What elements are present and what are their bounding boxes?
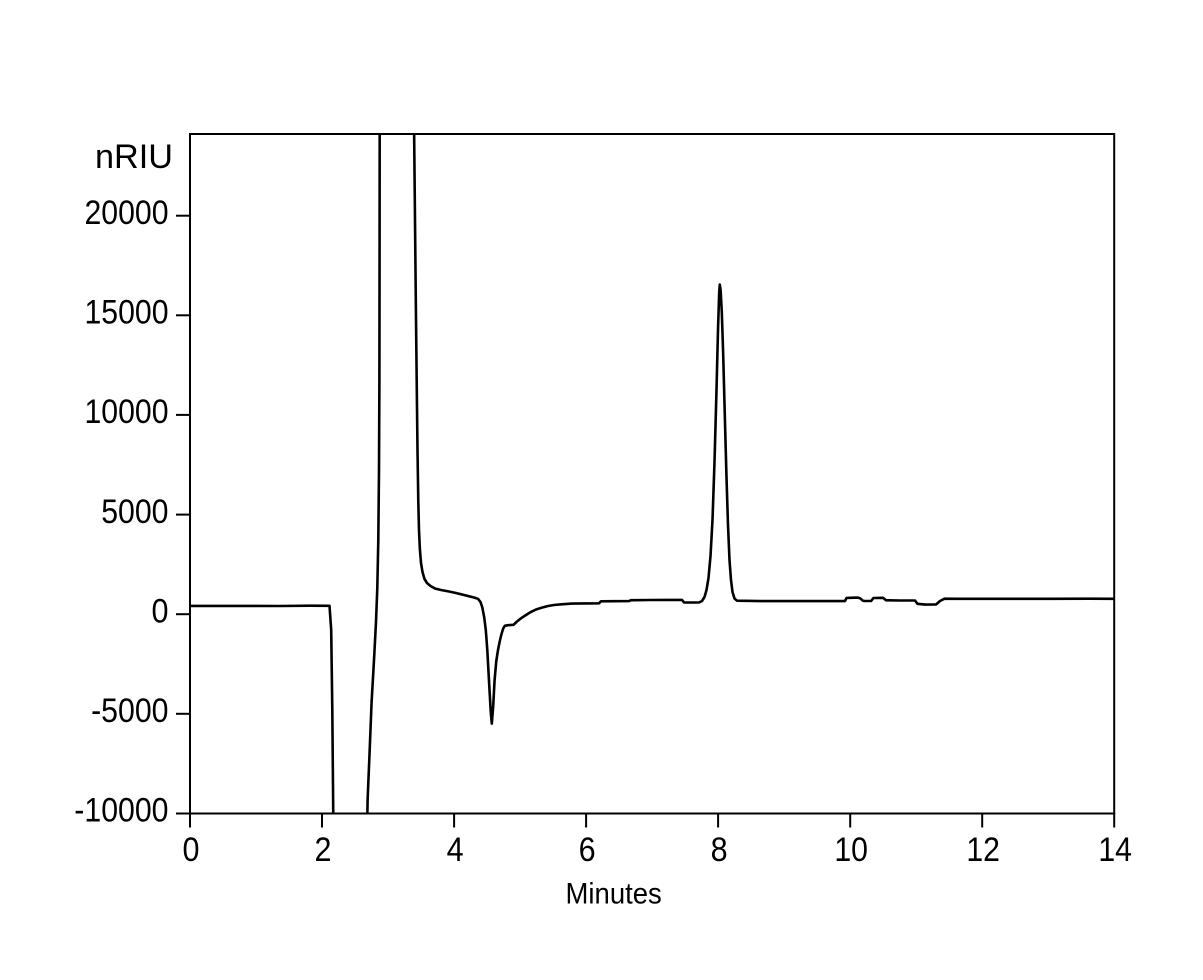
svg-text:Minutes: Minutes <box>566 877 662 910</box>
svg-text:8: 8 <box>711 831 728 869</box>
svg-text:12: 12 <box>966 831 1000 869</box>
svg-text:5000: 5000 <box>101 493 168 531</box>
svg-text:10000: 10000 <box>85 393 169 431</box>
svg-text:nRIU: nRIU <box>95 138 173 176</box>
svg-text:0: 0 <box>152 592 169 630</box>
svg-text:20000: 20000 <box>85 194 169 232</box>
svg-text:6: 6 <box>579 831 596 869</box>
svg-text:15000: 15000 <box>85 294 169 332</box>
svg-text:4: 4 <box>447 831 464 869</box>
svg-text:-5000: -5000 <box>91 692 168 730</box>
svg-text:10: 10 <box>834 831 868 869</box>
svg-text:14: 14 <box>1098 831 1132 869</box>
svg-text:-10000: -10000 <box>74 792 168 830</box>
svg-text:0: 0 <box>183 831 200 869</box>
svg-text:2: 2 <box>315 831 332 869</box>
